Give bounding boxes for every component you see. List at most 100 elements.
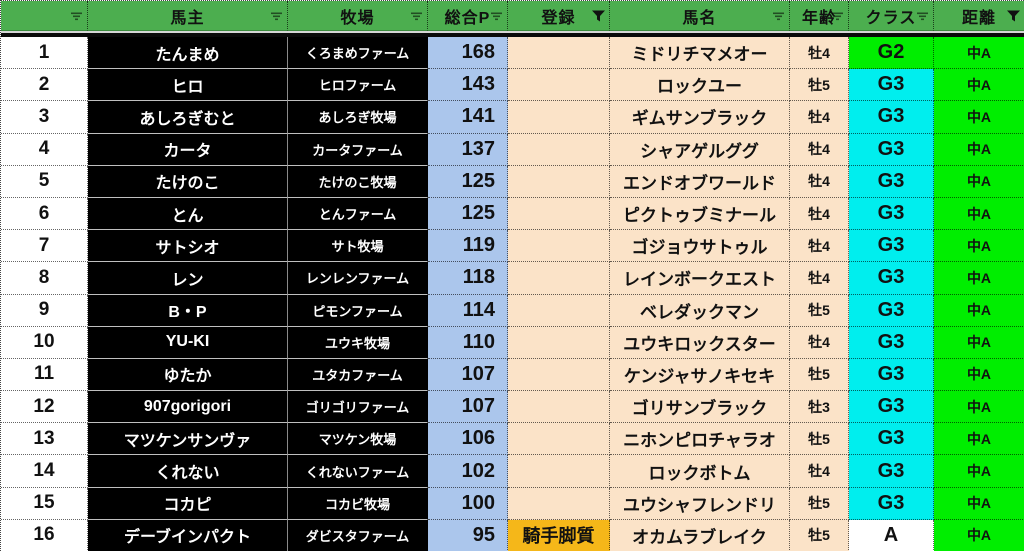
horse-name-cell[interactable]: ベレダックマン [610, 294, 790, 327]
class-cell[interactable]: G3 [849, 165, 934, 198]
owner-cell[interactable]: たけのこ [88, 165, 288, 198]
class-cell[interactable]: G3 [849, 101, 934, 134]
horse-name-cell[interactable]: ユウキロックスター [610, 326, 790, 359]
row-number-cell[interactable]: 2 [1, 69, 88, 102]
horse-name-cell[interactable]: ゴジョウサトゥル [610, 230, 790, 263]
owner-cell[interactable]: あしろぎむと [88, 101, 288, 134]
total-points-cell[interactable]: 107 [428, 391, 508, 424]
owner-cell[interactable]: ヒロ [88, 69, 288, 102]
age-cell[interactable]: 牡5 [790, 423, 849, 456]
age-cell[interactable]: 牡4 [790, 262, 849, 295]
owner-cell[interactable]: ゆたか [88, 358, 288, 392]
owner-cell[interactable]: カータ [88, 133, 288, 166]
distance-cell[interactable]: 中A [934, 487, 1024, 520]
registration-cell[interactable] [508, 101, 610, 134]
header-cell-farm[interactable]: 牧場 [288, 1, 428, 31]
class-cell[interactable]: G3 [849, 423, 934, 456]
registration-cell[interactable] [508, 69, 610, 102]
header-cell-class[interactable]: クラス [849, 1, 934, 31]
row-number-cell[interactable]: 1 [1, 37, 88, 70]
row-number-cell[interactable]: 6 [1, 197, 88, 231]
age-cell[interactable]: 牡5 [790, 358, 849, 392]
registration-cell[interactable] [508, 37, 610, 70]
farm-cell[interactable]: コカビ牧場 [288, 487, 428, 520]
total-points-cell[interactable]: 95 [428, 519, 508, 551]
owner-cell[interactable]: マツケンサンヴァ [88, 423, 288, 456]
class-cell[interactable]: G3 [849, 230, 934, 263]
distance-cell[interactable]: 中A [934, 69, 1024, 102]
filter-dropdown-icon[interactable] [771, 9, 786, 22]
total-points-cell[interactable]: 118 [428, 262, 508, 295]
farm-cell[interactable]: あしろぎ牧場 [288, 101, 428, 134]
farm-cell[interactable]: ゴリゴリファーム [288, 391, 428, 424]
distance-cell[interactable]: 中A [934, 358, 1024, 392]
total-points-cell[interactable]: 125 [428, 165, 508, 198]
header-cell-age[interactable]: 年齢 [790, 1, 849, 31]
registration-cell[interactable] [508, 487, 610, 520]
farm-cell[interactable]: マツケン牧場 [288, 423, 428, 456]
registration-cell[interactable] [508, 197, 610, 231]
row-number-cell[interactable]: 4 [1, 133, 88, 166]
age-cell[interactable]: 牡5 [790, 294, 849, 327]
total-points-cell[interactable]: 125 [428, 197, 508, 231]
row-number-cell[interactable]: 13 [1, 423, 88, 456]
age-cell[interactable]: 牡5 [790, 519, 849, 551]
filter-dropdown-icon[interactable] [269, 9, 284, 22]
farm-cell[interactable]: ユタカファーム [288, 358, 428, 392]
age-cell[interactable]: 牡5 [790, 69, 849, 102]
owner-cell[interactable]: デーブインパクト [88, 519, 288, 551]
age-cell[interactable]: 牡4 [790, 165, 849, 198]
class-cell[interactable]: G3 [849, 326, 934, 359]
header-cell-points[interactable]: 総合P [428, 1, 508, 31]
total-points-cell[interactable]: 141 [428, 101, 508, 134]
age-cell[interactable]: 牡4 [790, 101, 849, 134]
age-cell[interactable]: 牡4 [790, 230, 849, 263]
registration-cell[interactable]: 騎手脚質 [508, 519, 610, 551]
row-number-cell[interactable]: 12 [1, 391, 88, 424]
owner-cell[interactable]: とん [88, 197, 288, 231]
row-number-cell[interactable]: 9 [1, 294, 88, 327]
horse-name-cell[interactable]: シャアゲルググ [610, 133, 790, 166]
distance-cell[interactable]: 中A [934, 423, 1024, 456]
total-points-cell[interactable]: 137 [428, 133, 508, 166]
horse-name-cell[interactable]: ギムサンブラック [610, 101, 790, 134]
class-cell[interactable]: G3 [849, 133, 934, 166]
total-points-cell[interactable]: 102 [428, 455, 508, 488]
filter-dropdown-icon[interactable] [409, 9, 424, 22]
registration-cell[interactable] [508, 455, 610, 488]
class-cell[interactable]: G3 [849, 197, 934, 231]
row-number-cell[interactable]: 11 [1, 358, 88, 392]
horse-name-cell[interactable]: ロックボトム [610, 455, 790, 488]
class-cell[interactable]: G3 [849, 69, 934, 102]
distance-cell[interactable]: 中A [934, 165, 1024, 198]
class-cell[interactable]: G3 [849, 262, 934, 295]
filter-dropdown-icon[interactable] [69, 9, 84, 22]
row-number-cell[interactable]: 16 [1, 519, 88, 551]
horse-name-cell[interactable]: ゴリサンブラック [610, 391, 790, 424]
owner-cell[interactable]: くれない [88, 455, 288, 488]
total-points-cell[interactable]: 143 [428, 69, 508, 102]
horse-name-cell[interactable]: ミドリチマメオー [610, 37, 790, 70]
total-points-cell[interactable]: 114 [428, 294, 508, 327]
row-number-cell[interactable]: 3 [1, 101, 88, 134]
filter-dropdown-icon[interactable] [830, 9, 845, 22]
farm-cell[interactable]: ピモンファーム [288, 294, 428, 327]
distance-cell[interactable]: 中A [934, 455, 1024, 488]
owner-cell[interactable]: たんまめ [88, 37, 288, 70]
filter-funnel-icon[interactable] [1006, 9, 1021, 22]
row-number-cell[interactable]: 5 [1, 165, 88, 198]
total-points-cell[interactable]: 107 [428, 358, 508, 392]
registration-cell[interactable] [508, 423, 610, 456]
registration-cell[interactable] [508, 391, 610, 424]
class-cell[interactable]: G3 [849, 455, 934, 488]
total-points-cell[interactable]: 168 [428, 37, 508, 70]
age-cell[interactable]: 牡4 [790, 326, 849, 359]
filter-funnel-icon[interactable] [591, 9, 606, 22]
distance-cell[interactable]: 中A [934, 37, 1024, 70]
horse-name-cell[interactable]: ニホンピロチャラオ [610, 423, 790, 456]
owner-cell[interactable]: YU-KI [88, 326, 288, 359]
registration-cell[interactable] [508, 326, 610, 359]
header-cell-owner[interactable]: 馬主 [88, 1, 288, 31]
farm-cell[interactable]: ダビスタファーム [288, 519, 428, 551]
class-cell[interactable]: G3 [849, 358, 934, 392]
